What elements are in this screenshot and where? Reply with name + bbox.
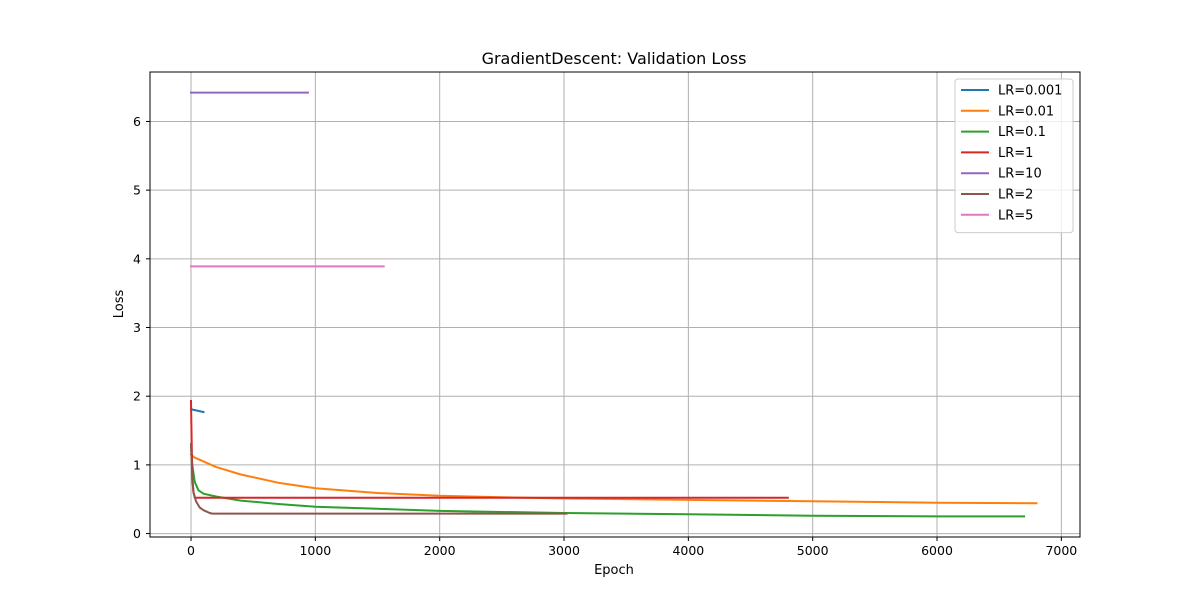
x-axis-ticks: 0 1000 2000 3000 4000 5000 6000 7000 — [187, 537, 1077, 558]
legend-label: LR=0.1 — [998, 125, 1046, 140]
y-axis-label: Loss — [112, 290, 127, 319]
series-line-lr-0-001 — [189, 408, 205, 414]
y-tick-label: 5 — [133, 183, 141, 198]
series-group — [189, 91, 1038, 518]
y-tick-label: 0 — [133, 526, 141, 541]
legend-label: LR=10 — [998, 167, 1042, 182]
chart-title: GradientDescent: Validation Loss — [482, 49, 747, 68]
series-line-lr-2 — [189, 443, 568, 515]
y-tick-label: 6 — [133, 114, 141, 129]
x-tick-label: 6000 — [921, 543, 953, 558]
legend-label: LR=5 — [998, 208, 1033, 223]
x-axis-label: Epoch — [594, 563, 634, 578]
x-tick-label: 2000 — [424, 543, 456, 558]
y-tick-label: 4 — [133, 251, 141, 266]
y-tick-label: 3 — [133, 320, 141, 335]
legend-label: LR=0.01 — [998, 104, 1054, 119]
legend-label: LR=2 — [998, 188, 1033, 203]
x-tick-label: 4000 — [672, 543, 704, 558]
x-tick-label: 3000 — [548, 543, 580, 558]
x-tick-label: 7000 — [1045, 543, 1077, 558]
plot-frame — [149, 71, 1081, 538]
legend-label: LR=0.001 — [998, 84, 1062, 99]
x-tick-label: 5000 — [797, 543, 829, 558]
x-tick-label: 0 — [187, 543, 195, 558]
series-line-lr-0-1 — [189, 443, 1026, 518]
series-line-lr-0-01 — [189, 453, 1038, 505]
legend-label: LR=1 — [998, 146, 1033, 161]
y-tick-label: 2 — [133, 389, 141, 404]
y-axis-ticks: 0 1 2 3 4 5 6 — [133, 114, 150, 541]
y-tick-label: 1 — [133, 457, 141, 472]
x-tick-label: 1000 — [299, 543, 331, 558]
legend: LR=0.001 LR=0.01 LR=0.1 LR=1 LR=10 LR=2 LR=5 — [954, 78, 1074, 234]
